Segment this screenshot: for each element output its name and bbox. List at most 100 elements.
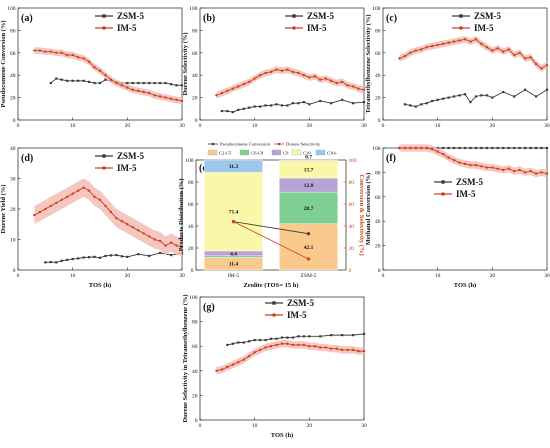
im5-point [414,49,417,52]
im5-point [540,171,543,174]
zsm5-point [237,341,240,344]
bar-value-label: 11.4 [229,262,239,268]
zsm5-point [131,81,134,85]
zsm5-point [82,256,85,259]
legend-swatch [271,149,282,156]
im5-point [502,50,505,53]
legend-marker-zsm5 [102,14,106,18]
im5-point [286,68,289,71]
im5-point [286,342,289,345]
zsm5-point [308,335,311,338]
im5-point [362,349,366,353]
y-tick-label: 40 [375,73,381,79]
legend-marker-im5 [292,26,296,30]
legend-label: ZSM-5 [474,11,502,21]
im5-point [330,79,333,83]
zsm5-point [180,84,184,87]
legend-e: Pseudocumene Conversion Durene Selectivit… [207,142,338,156]
x-tick-label: 20 [490,273,496,279]
legend-marker-zsm5 [102,154,106,158]
series-line-im-5 [399,147,548,175]
im5-point [275,343,278,347]
im5-point [242,358,245,361]
series-line-im-5 [34,187,183,248]
zsm5-point [264,338,267,342]
zsm5-point [137,253,140,256]
x-tick-label: 20 [490,123,496,129]
zsm5-point [330,334,333,337]
im5-point [164,244,167,247]
panel-label: (f) [386,153,396,164]
x-axis-title: TOS (h) [89,282,111,289]
im5-point [523,171,527,174]
plot-frame-b [199,7,365,121]
y-tick-label: 40 [192,73,198,79]
zsm5-point [60,78,63,81]
im5-point [115,81,118,85]
zsm5-point [431,99,434,103]
legend-label: C2-C5 [219,150,232,155]
im5-point [76,56,80,59]
y-axis-title: Pseudocumene Conversion (%) [0,20,7,107]
zsm5-point [436,98,439,101]
legend: ZSM-5 IM-5 [265,298,315,320]
plot-frame-g [199,296,365,421]
im5-point [220,368,224,371]
im5-point [104,74,107,77]
im5-point [226,89,229,93]
bar-segment-c10+ [279,159,338,161]
im5-point [82,186,85,189]
zsm5-point [286,104,289,107]
bar-value-label: 42.1 [304,245,314,251]
y-tick-label: 100 [189,295,198,301]
legend-label: C9 [283,150,289,155]
zsm5-point [71,257,74,261]
zsm5-point [319,335,322,338]
y-tick-label: 20 [10,207,16,213]
im5-point [518,51,521,54]
im5-point [44,50,47,53]
x-axis-title: TOS (h) [454,282,476,289]
zsm5-point [480,94,483,97]
y-tick-label: 0 [13,118,16,124]
im5-point [115,216,118,220]
x-tick-label: 10 [252,123,258,129]
im5-point [231,87,234,90]
plot-frame-a [17,7,183,121]
x-tick-label: 0 [382,273,385,279]
x-tick-label: 20 [307,423,313,429]
zsm5-point [362,332,366,335]
im5-point [463,162,467,166]
im5-point [264,346,267,349]
zsm5-point [242,341,245,344]
zsm5-point [496,146,499,150]
y-tick-label: 20 [188,246,194,252]
im5-point [436,43,439,47]
bar-value-label: 12.8 [304,183,314,189]
y-tick-label: 60 [192,51,198,57]
zsm5-point [275,103,278,106]
zsm5-point [66,258,69,262]
im5-point [82,57,85,60]
zsm5-point [518,146,521,150]
panel-label: (a) [21,13,33,24]
im5-point [319,346,322,349]
series-line-im-5 [216,343,364,372]
zsm5-point [280,104,284,107]
zsm5-point [269,104,273,107]
zsm5-point [153,81,156,85]
im5-point [436,150,439,153]
x-tick-label: IM-5 [228,273,240,279]
zsm5-point [280,336,284,339]
im5-point [313,75,316,78]
zsm5-point [55,261,58,264]
legend: ZSM-5 IM-5 [452,11,502,33]
bar-value-label: 11.3 [229,164,239,170]
im5-point [148,91,151,95]
im5-point [93,66,96,69]
x-tick-label: 10 [435,123,441,129]
legend: ZSM-5 IM-5 [434,177,484,199]
x-tick-label: 20 [307,123,313,129]
im5-point [362,88,366,91]
legend-label: ZSM-5 [456,177,484,187]
